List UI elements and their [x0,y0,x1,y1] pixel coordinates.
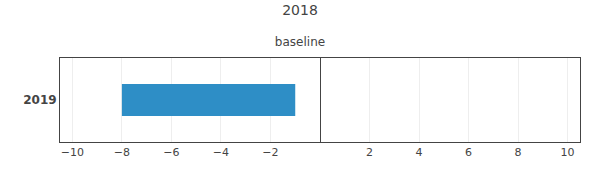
svg-text:4: 4 [416,146,423,159]
svg-text:−10: −10 [61,146,84,159]
svg-text:2018: 2018 [282,2,318,18]
svg-text:10: 10 [561,146,575,159]
svg-text:−8: −8 [114,146,130,159]
svg-text:−2: −2 [262,146,278,159]
svg-text:2019: 2019 [23,93,56,107]
svg-text:−4: −4 [213,146,229,159]
svg-text:6: 6 [465,146,472,159]
svg-text:baseline: baseline [275,35,325,49]
svg-text:8: 8 [515,146,522,159]
svg-text:−6: −6 [163,146,179,159]
svg-text:2: 2 [366,146,373,159]
